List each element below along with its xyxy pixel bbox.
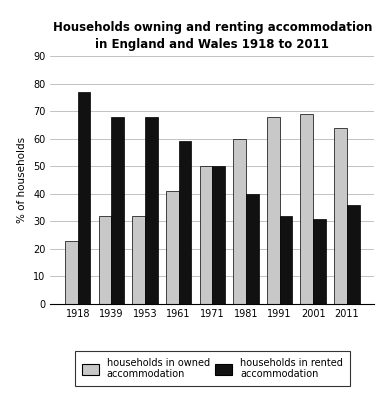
Title: Households owning and renting accommodation
in England and Wales 1918 to 2011: Households owning and renting accommodat… [52, 21, 372, 51]
Bar [347, 205, 360, 304]
Bar [98, 216, 111, 304]
Bar [132, 216, 145, 304]
Bar [300, 114, 313, 304]
Bar [279, 216, 292, 304]
Bar [200, 166, 212, 304]
Bar [179, 142, 191, 304]
Y-axis label: % of households: % of households [17, 137, 27, 223]
Bar [212, 166, 225, 304]
Bar [65, 241, 78, 304]
Bar [334, 128, 347, 304]
Bar [78, 92, 90, 304]
Bar [233, 139, 246, 304]
Legend: households in owned
accommodation, households in rented
accommodation: households in owned accommodation, house… [75, 351, 350, 386]
Bar [246, 194, 259, 304]
Bar [313, 218, 326, 304]
Bar [166, 191, 179, 304]
Bar [267, 117, 279, 304]
Bar [145, 117, 158, 304]
Bar [111, 117, 124, 304]
